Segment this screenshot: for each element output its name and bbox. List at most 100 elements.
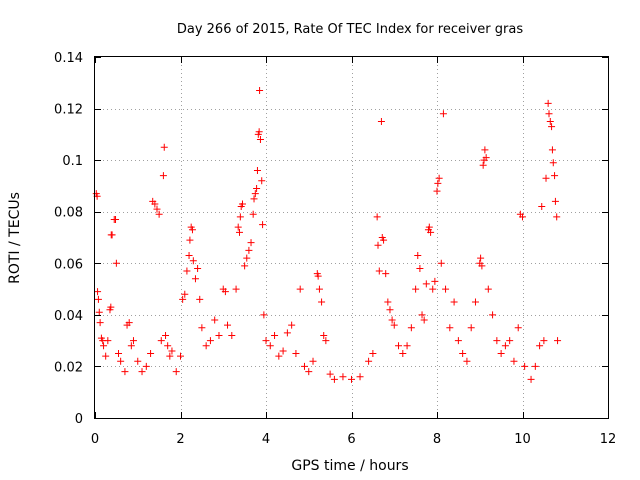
data-point [553, 213, 561, 221]
data-point [384, 298, 392, 306]
data-point [108, 231, 116, 239]
y-tick-label: 0 [75, 412, 83, 427]
data-point [548, 123, 556, 131]
data-point [540, 337, 548, 345]
data-point [159, 172, 167, 180]
data-point [241, 262, 249, 270]
data-point [112, 259, 120, 267]
grid-lines [95, 57, 608, 418]
data-point [211, 316, 219, 324]
data-point [271, 331, 279, 339]
data-point [236, 213, 244, 221]
data-point [479, 161, 487, 169]
data-point [369, 350, 377, 358]
data-point [224, 321, 232, 329]
data-point [380, 236, 388, 244]
x-tick-label: 2 [176, 432, 184, 447]
data-point [188, 226, 196, 234]
data-point [330, 375, 338, 383]
data-point [196, 295, 204, 303]
data-point [403, 342, 411, 350]
data-point [416, 264, 424, 272]
data-point [425, 223, 433, 231]
plot-frame [94, 56, 609, 419]
data-point [554, 337, 562, 345]
data-point [463, 357, 471, 365]
data-point [253, 185, 261, 193]
data-point [420, 316, 428, 324]
data-point [536, 342, 544, 350]
data-point [112, 215, 120, 223]
data-point [255, 128, 263, 136]
data-point [320, 331, 328, 339]
data-point [279, 347, 287, 355]
data-point [266, 342, 274, 350]
data-point [164, 342, 172, 350]
data-point [439, 110, 447, 118]
data-point [412, 285, 420, 293]
data-point [168, 347, 176, 355]
data-point [198, 324, 206, 332]
data-point [437, 259, 445, 267]
data-point [183, 267, 191, 275]
data-point [228, 331, 236, 339]
data-point [127, 342, 135, 350]
data-point [100, 342, 108, 350]
data-point [215, 331, 223, 339]
data-point [95, 308, 103, 316]
data-point [186, 236, 194, 244]
data-point [250, 195, 258, 203]
x-tick-label: 4 [262, 432, 270, 447]
data-point [377, 117, 385, 125]
data-point [422, 280, 430, 288]
data-point [431, 277, 439, 285]
data-point [467, 324, 475, 332]
data-point [189, 257, 197, 265]
data-point [510, 357, 518, 365]
data-point [235, 228, 243, 236]
data-point [94, 295, 102, 303]
y-tick-label: 0.14 [54, 51, 83, 66]
data-point [259, 221, 267, 229]
data-point [243, 254, 251, 262]
data-point [390, 321, 398, 329]
data-point [551, 172, 559, 180]
data-point [395, 342, 403, 350]
chart-title: Day 266 of 2015, Rate Of TEC Index for r… [177, 22, 523, 37]
data-point [434, 179, 442, 187]
data-point [450, 298, 458, 306]
data-point [418, 311, 426, 319]
data-point [373, 213, 381, 221]
data-point [429, 285, 437, 293]
data-point [375, 267, 383, 275]
data-point [258, 177, 266, 185]
data-point [305, 368, 313, 376]
data-point [326, 370, 334, 378]
data-point [388, 316, 396, 324]
data-point [309, 357, 317, 365]
data-point [107, 303, 115, 311]
data-point [129, 337, 137, 345]
data-point [546, 117, 554, 125]
data-point [442, 285, 450, 293]
data-point [427, 228, 435, 236]
data-point [414, 252, 422, 260]
data-point [142, 362, 150, 370]
data-point [365, 357, 373, 365]
data-point [134, 357, 142, 365]
data-point [478, 262, 486, 270]
x-axis-label: GPS time / hours [291, 458, 408, 474]
data-point [117, 357, 125, 365]
data-point [296, 285, 304, 293]
data-point [314, 272, 322, 280]
data-point [497, 350, 505, 358]
data-point [138, 368, 146, 376]
data-point [435, 174, 443, 182]
data-point [160, 143, 168, 151]
data-point [459, 350, 467, 358]
axis-ticks [95, 57, 609, 419]
data-point [260, 311, 268, 319]
data-point [477, 254, 485, 262]
data-point [288, 321, 296, 329]
data-point [471, 298, 479, 306]
